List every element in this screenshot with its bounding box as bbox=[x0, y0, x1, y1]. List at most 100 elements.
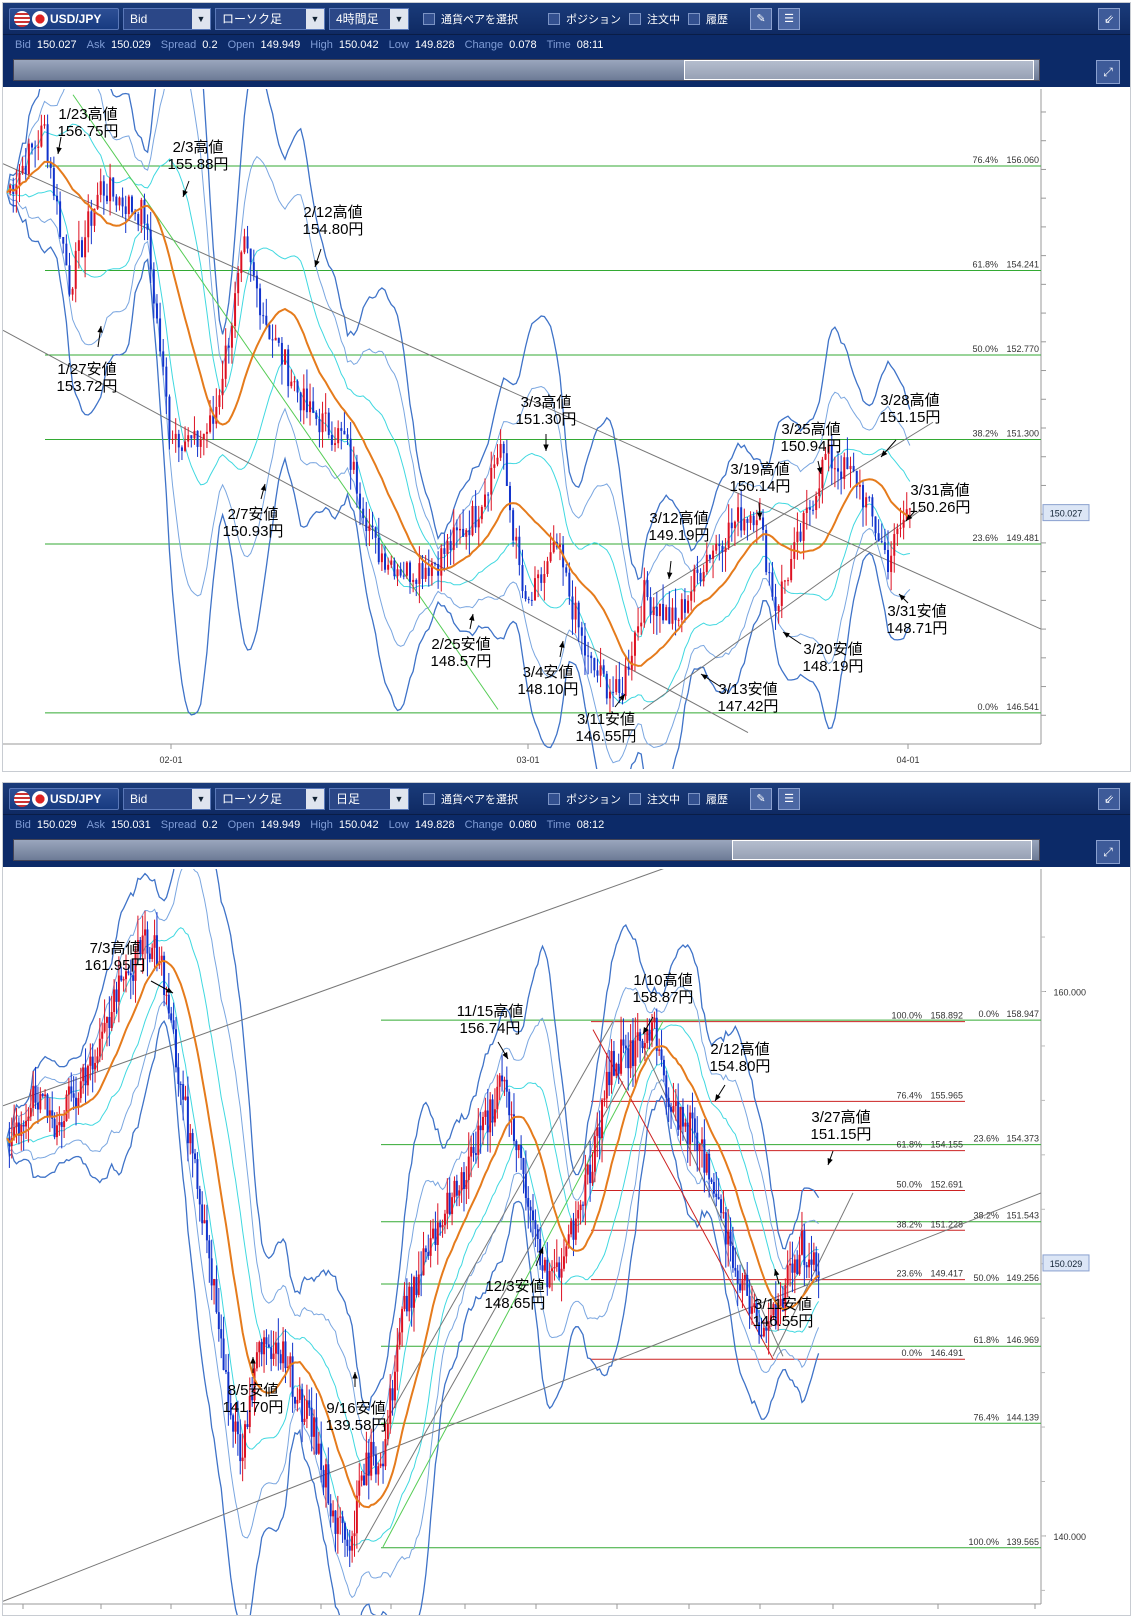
candle-body bbox=[372, 1441, 375, 1455]
candle-body bbox=[827, 444, 830, 454]
candle-body bbox=[262, 315, 265, 317]
candle-body bbox=[765, 529, 768, 573]
candle-body bbox=[871, 497, 874, 517]
pencil-icon: ✎ bbox=[756, 13, 766, 25]
candle-body bbox=[883, 542, 886, 550]
orders-checkbox[interactable]: 注文中 bbox=[629, 791, 680, 807]
position-checkbox[interactable]: ポジション bbox=[548, 11, 621, 27]
candle-body bbox=[753, 1303, 756, 1308]
pair-select-checkbox[interactable]: 通貨ペアを選択 bbox=[423, 791, 518, 807]
candle-body bbox=[558, 544, 561, 548]
candle-body bbox=[583, 635, 586, 656]
candle-body bbox=[279, 1354, 282, 1364]
candle-body bbox=[710, 1179, 713, 1182]
candle-body bbox=[631, 1040, 634, 1067]
collapse-button[interactable]: ⇙ bbox=[1098, 788, 1120, 810]
candle-body bbox=[849, 465, 852, 470]
history-checkbox[interactable]: 履歴 bbox=[688, 11, 728, 27]
candle-body bbox=[640, 622, 643, 627]
candle-body bbox=[565, 567, 568, 573]
annotation-arrowhead bbox=[715, 1094, 721, 1101]
low-label: Low bbox=[388, 819, 409, 831]
candle-body bbox=[727, 1231, 730, 1245]
expand-button[interactable]: ⤢ bbox=[1096, 840, 1120, 864]
chart-type-select[interactable]: ローソク足 ▼ bbox=[215, 7, 325, 30]
candle-body bbox=[665, 607, 668, 621]
chart-area-daily[interactable]: 160.000140.00005-0106-0307-0108-0109-021… bbox=[3, 869, 1130, 1615]
candle-body bbox=[237, 273, 240, 294]
expand-button[interactable]: ⤢ bbox=[1096, 60, 1120, 84]
annotation-arrowhead bbox=[469, 614, 475, 621]
symbol-selector[interactable]: USD/JPY bbox=[9, 787, 119, 810]
fib-red-value: 149.417 bbox=[930, 1269, 963, 1279]
candle-body bbox=[524, 591, 527, 600]
candle-body bbox=[824, 453, 827, 460]
candle-body bbox=[729, 1231, 732, 1246]
candle-body bbox=[708, 1153, 711, 1180]
navigator-window[interactable] bbox=[732, 840, 1032, 860]
draw-tool-button[interactable]: ✎ bbox=[750, 787, 772, 810]
position-checkbox[interactable]: ポジション bbox=[548, 791, 621, 807]
candle-body bbox=[72, 1093, 75, 1098]
candle-body bbox=[46, 1094, 49, 1116]
candle-body bbox=[184, 1096, 187, 1100]
candle-body bbox=[515, 1141, 518, 1151]
candle-body bbox=[840, 471, 843, 479]
candle-body bbox=[596, 670, 599, 676]
candle-body bbox=[693, 569, 696, 592]
timeframe-select[interactable]: 4時間足 ▼ bbox=[329, 7, 409, 30]
candle-body bbox=[293, 381, 296, 383]
candle-body bbox=[27, 1116, 30, 1121]
fib-green-value: 144.139 bbox=[1006, 1412, 1039, 1422]
fib-green-value: 158.947 bbox=[1006, 1009, 1039, 1019]
candle-body bbox=[194, 1153, 197, 1160]
chart-type-select[interactable]: ローソク足 ▼ bbox=[215, 787, 325, 810]
candle-body bbox=[280, 342, 283, 365]
draw-tool-button[interactable]: ✎ bbox=[750, 7, 772, 30]
navigator-window[interactable] bbox=[684, 60, 1034, 80]
fib-level-pct: 38.2% bbox=[972, 428, 998, 438]
price-type-select[interactable]: Bid ▼ bbox=[123, 7, 211, 30]
chart-area-4h[interactable]: 76.4% 156.060 61.8% 154.241 50.0% 152.770 38.2… bbox=[3, 89, 1130, 769]
candle-body bbox=[248, 1396, 251, 1427]
collapse-button[interactable]: ⇙ bbox=[1098, 8, 1120, 30]
timeframe-select[interactable]: 日足 ▼ bbox=[329, 787, 409, 810]
candle-body bbox=[165, 994, 168, 996]
candle-body bbox=[159, 318, 162, 352]
candle-body bbox=[720, 1199, 723, 1213]
candle-body bbox=[652, 606, 655, 616]
candle-body bbox=[287, 349, 290, 387]
candle-body bbox=[705, 554, 708, 572]
candle-body bbox=[412, 579, 415, 582]
candle-body bbox=[360, 1475, 363, 1481]
candle-body bbox=[224, 1369, 227, 1372]
history-label: 履歴 bbox=[706, 13, 728, 26]
symbol-selector[interactable]: USD/JPY bbox=[9, 7, 119, 30]
symbol-label: USD/JPY bbox=[50, 791, 102, 806]
bollinger-band-3sigma-upper bbox=[6, 89, 911, 581]
fib-green-pct: 76.4% bbox=[973, 1412, 999, 1422]
channel-line-lower bbox=[357, 1081, 624, 1553]
candle-body bbox=[409, 562, 412, 582]
candle-body bbox=[396, 1344, 399, 1372]
navigator-scrollbar[interactable] bbox=[13, 59, 1040, 81]
price-type-select[interactable]: Bid ▼ bbox=[123, 787, 211, 810]
candle-body bbox=[137, 213, 140, 225]
pair-select-checkbox[interactable]: 通貨ペアを選択 bbox=[423, 11, 518, 27]
orders-checkbox[interactable]: 注文中 bbox=[629, 11, 680, 27]
candle-body bbox=[302, 388, 305, 411]
history-checkbox[interactable]: 履歴 bbox=[688, 791, 728, 807]
fib-level-pct: 76.4% bbox=[972, 155, 998, 165]
indicator-button[interactable]: ☰ bbox=[778, 787, 800, 810]
candle-body bbox=[724, 1212, 727, 1245]
indicator-button[interactable]: ☰ bbox=[778, 7, 800, 30]
candle-body bbox=[877, 533, 880, 542]
candle-body bbox=[317, 1443, 320, 1454]
candle-body bbox=[363, 1475, 366, 1486]
candle-body bbox=[467, 1156, 470, 1181]
navigator-scrollbar[interactable] bbox=[13, 839, 1040, 861]
candle-body bbox=[510, 1114, 513, 1116]
expand-icon: ⤢ bbox=[1103, 64, 1113, 79]
candle-body bbox=[468, 530, 471, 536]
candle-body bbox=[152, 269, 155, 304]
